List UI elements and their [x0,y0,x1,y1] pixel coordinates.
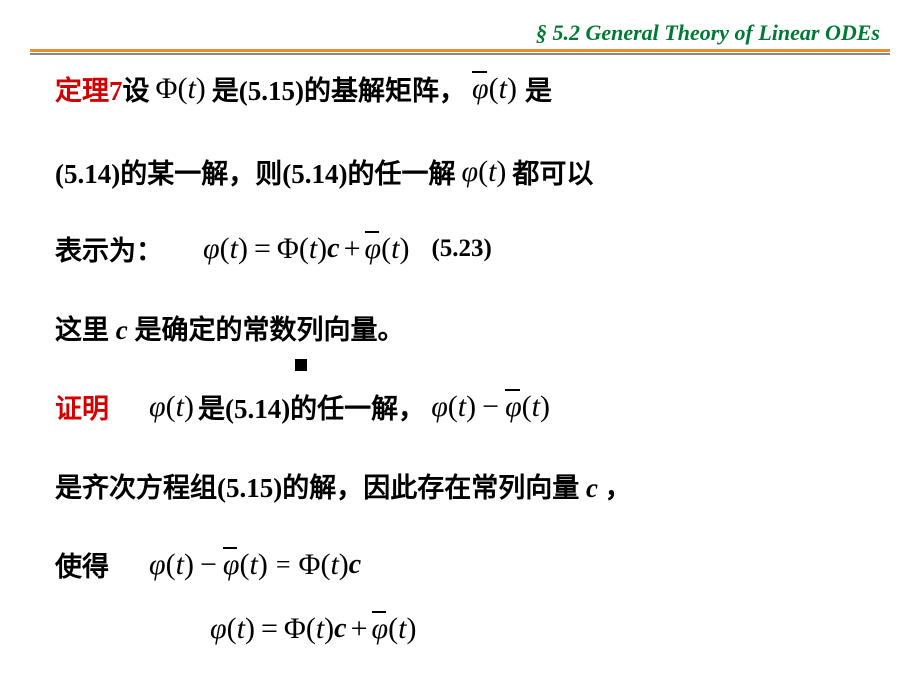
line-1: 定理7 设 Φ (t) 是(5.15)的基解矩阵， φ (t) 是 [55,69,880,108]
content-block: 定理7 设 Φ (t) 是(5.15)的基解矩阵， φ (t) 是 (5.14)… [55,65,880,646]
proof-label: 证明 [55,387,109,426]
section-header: § 5.2 General Theory of Linear ODEs [536,20,880,46]
equation-5-23: φ(t) = Φ(t) c + φ(t) [203,232,409,266]
text: 这里 c 是确定的常数列向量。 [55,308,404,347]
text: 都可以 [512,152,593,191]
text: 是齐次方程组(5.15)的解，因此存在常列向量 c ， [55,466,632,505]
text: 是 [525,69,552,108]
phi-bar: φ [472,72,489,106]
text: 设 [123,69,150,108]
text: 是(5.15)的基解矩阵， [212,69,466,108]
line-5: 证明 φ (t) 是(5.14)的任一解， φ(t) − φ(t) [55,387,880,426]
phi-minus-phibar: φ(t) − φ(t) [431,390,550,424]
line-7: 使得 φ(t) − φ(t) = Φ(t) c [55,545,880,584]
slide: § 5.2 General Theory of Linear ODEs 定理7 … [0,0,920,690]
eq-number: (5.23) [431,235,491,263]
line-6: 是齐次方程组(5.15)的解，因此存在常列向量 c ， [55,466,880,505]
line-3: 表示为： φ(t) = Φ(t) c + φ(t) (5.23) [55,229,880,268]
cursor-mark [295,359,307,371]
phi: φ [461,155,478,189]
phi: φ [149,390,166,424]
line-8: φ(t) = Φ(t) c + φ(t) [210,612,880,646]
divider-orange [30,49,890,52]
text: 表示为： [55,229,163,268]
text: 使得 [55,545,109,584]
text: (5.14)的某一解，则(5.14)的任一解 [55,152,455,191]
line-4: 这里 c 是确定的常数列向量。 [55,308,880,347]
divider-gray [30,53,890,55]
eq-phi-minus: φ(t) − φ(t) = Φ(t) c [149,548,361,582]
eq-final: φ(t) = Φ(t) c + φ(t) [210,612,416,646]
theorem-label: 定理7 [55,69,123,108]
line-2: (5.14)的某一解，则(5.14)的任一解 φ (t) 都可以 [55,152,880,191]
Phi: Φ [156,72,178,106]
text: 是(5.14)的任一解， [198,387,425,426]
